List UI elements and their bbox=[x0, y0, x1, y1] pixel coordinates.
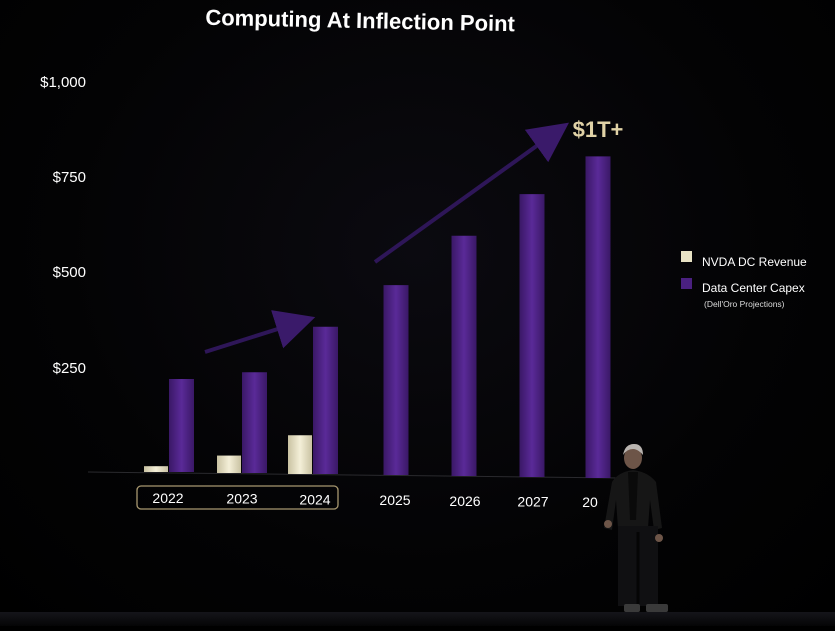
annotation-1t: $1T+ bbox=[573, 117, 624, 142]
trend-arrow-historic bbox=[204, 310, 316, 354]
bar-capex-2022 bbox=[169, 379, 194, 472]
x-tick-label-2028: 20 bbox=[582, 494, 598, 510]
x-tick-label-2027: 2027 bbox=[517, 494, 548, 510]
y-axis: $250 $500 $750 $1,000 bbox=[40, 74, 86, 377]
x-tick-label-2022: 2022 bbox=[152, 490, 183, 506]
legend: NVDA DC Revenue Data Center Capex (Dell'… bbox=[681, 251, 807, 309]
bar-capex-2026 bbox=[451, 235, 477, 476]
y-tick-label: $250 bbox=[53, 360, 86, 377]
presenter-shirt bbox=[628, 472, 638, 520]
presenter-shoe-right bbox=[646, 604, 668, 612]
legend-label-revenue: NVDA DC Revenue bbox=[702, 255, 807, 269]
x-tick-label-2023: 2023 bbox=[226, 491, 257, 507]
legend-swatch-capex bbox=[681, 278, 692, 289]
bar-revenue-2023 bbox=[217, 455, 241, 473]
stage-floor bbox=[0, 612, 835, 626]
presenter-head bbox=[624, 447, 642, 469]
y-tick-label: $500 bbox=[53, 264, 86, 281]
legend-note-capex: (Dell'Oro Projections) bbox=[704, 299, 785, 309]
x-tick-label-2025: 2025 bbox=[379, 492, 410, 508]
presenter-hand-right bbox=[655, 534, 663, 542]
chart-title: Computing At Inflection Point bbox=[205, 5, 516, 36]
y-tick-label: $750 bbox=[53, 169, 86, 186]
bar-capex-2024 bbox=[313, 326, 338, 474]
historic-years-box bbox=[136, 485, 339, 510]
bar-capex-2023 bbox=[242, 372, 267, 473]
y-tick-label: $1,000 bbox=[40, 74, 86, 91]
trend-arrow-projection bbox=[373, 122, 569, 264]
bar-capex-2028 bbox=[585, 156, 611, 478]
bar-capex-2025 bbox=[383, 285, 409, 475]
presenter-shoe-left bbox=[624, 604, 640, 612]
legend-label-capex: Data Center Capex bbox=[702, 281, 805, 295]
bar-capex-2027 bbox=[519, 194, 545, 477]
bars bbox=[144, 156, 611, 478]
x-tick-label-2024: 2024 bbox=[299, 491, 330, 507]
trend-arrows bbox=[204, 122, 569, 354]
legend-swatch-revenue bbox=[681, 251, 692, 262]
x-tick-label-2026: 2026 bbox=[449, 493, 480, 509]
presenter-hair bbox=[623, 444, 643, 455]
x-axis-labels: 2022 2023 2024 2025 2026 2027 20 bbox=[152, 490, 598, 510]
presenter-figure bbox=[604, 444, 668, 612]
bar-revenue-2022 bbox=[144, 466, 168, 472]
presenter-hand-left bbox=[604, 520, 612, 528]
bar-revenue-2024 bbox=[288, 435, 312, 474]
